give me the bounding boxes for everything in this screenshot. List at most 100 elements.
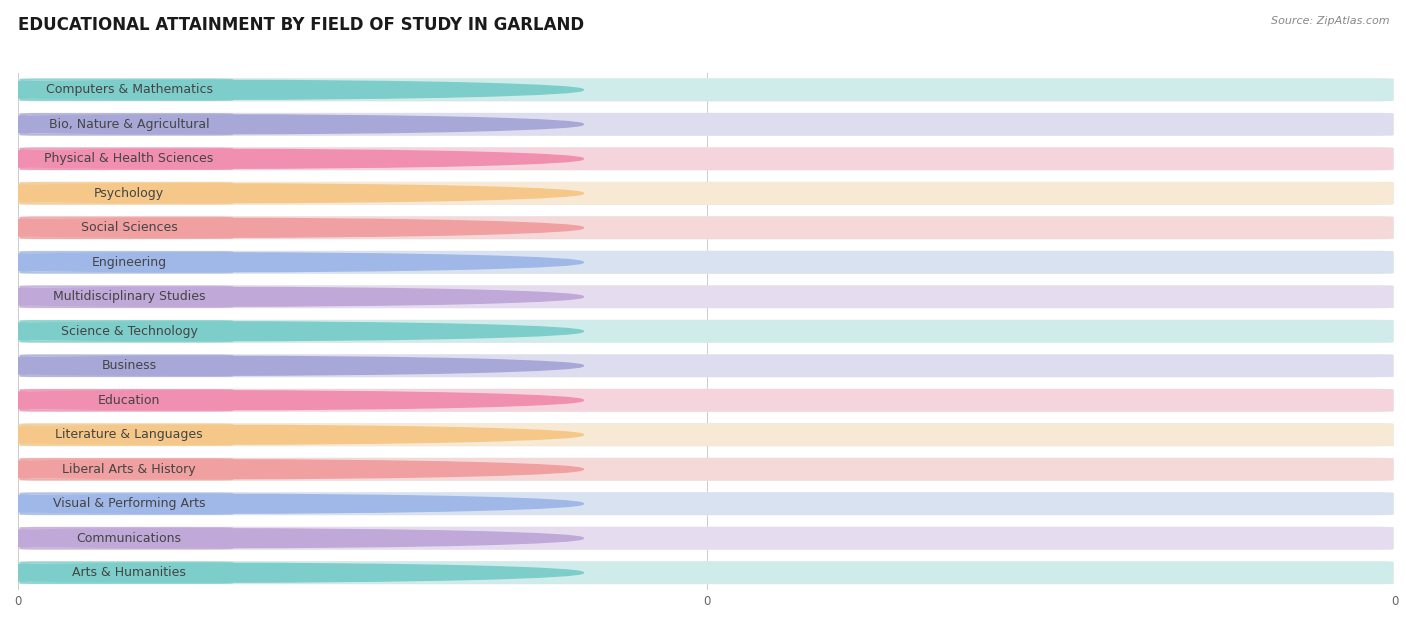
Text: 0: 0	[238, 395, 245, 405]
FancyBboxPatch shape	[20, 493, 233, 515]
FancyBboxPatch shape	[20, 113, 1393, 136]
Text: Education: Education	[98, 394, 160, 407]
Text: 0: 0	[238, 430, 245, 440]
FancyBboxPatch shape	[20, 423, 1393, 446]
Text: 0: 0	[238, 119, 245, 129]
FancyBboxPatch shape	[20, 216, 1393, 239]
Circle shape	[0, 529, 583, 548]
FancyBboxPatch shape	[20, 251, 233, 273]
Text: 0: 0	[238, 154, 245, 164]
Text: 0: 0	[238, 568, 245, 578]
Text: 0: 0	[238, 292, 245, 302]
Text: 0: 0	[238, 223, 245, 233]
FancyBboxPatch shape	[20, 320, 1393, 343]
Circle shape	[0, 460, 583, 479]
FancyBboxPatch shape	[27, 529, 232, 547]
Circle shape	[0, 322, 583, 341]
FancyBboxPatch shape	[20, 355, 233, 377]
FancyBboxPatch shape	[20, 113, 233, 136]
FancyBboxPatch shape	[20, 251, 1393, 273]
Circle shape	[0, 494, 583, 513]
FancyBboxPatch shape	[20, 493, 1393, 515]
Circle shape	[0, 150, 583, 168]
Text: 0: 0	[238, 188, 245, 198]
FancyBboxPatch shape	[20, 79, 233, 101]
FancyBboxPatch shape	[20, 148, 1393, 170]
FancyBboxPatch shape	[20, 423, 233, 446]
FancyBboxPatch shape	[27, 219, 232, 237]
FancyBboxPatch shape	[20, 355, 1393, 377]
FancyBboxPatch shape	[20, 182, 1393, 204]
Text: Communications: Communications	[76, 532, 181, 545]
FancyBboxPatch shape	[20, 79, 1393, 101]
FancyBboxPatch shape	[20, 286, 1393, 308]
Circle shape	[0, 357, 583, 375]
Text: Engineering: Engineering	[91, 256, 167, 269]
FancyBboxPatch shape	[20, 320, 1393, 343]
FancyBboxPatch shape	[27, 391, 232, 410]
FancyBboxPatch shape	[27, 150, 232, 168]
Text: 0: 0	[238, 326, 245, 336]
Text: 0: 0	[238, 257, 245, 268]
FancyBboxPatch shape	[27, 460, 232, 478]
FancyBboxPatch shape	[20, 458, 233, 480]
Circle shape	[0, 425, 583, 444]
Circle shape	[0, 115, 583, 134]
FancyBboxPatch shape	[20, 216, 233, 239]
FancyBboxPatch shape	[27, 563, 232, 582]
Circle shape	[0, 218, 583, 237]
FancyBboxPatch shape	[20, 389, 1393, 411]
Circle shape	[0, 287, 583, 306]
FancyBboxPatch shape	[20, 527, 1393, 550]
FancyBboxPatch shape	[20, 216, 1393, 239]
FancyBboxPatch shape	[20, 182, 233, 204]
FancyBboxPatch shape	[20, 527, 233, 550]
Text: Source: ZipAtlas.com: Source: ZipAtlas.com	[1271, 16, 1389, 26]
FancyBboxPatch shape	[27, 426, 232, 444]
Text: 0: 0	[238, 533, 245, 543]
Text: Visual & Performing Arts: Visual & Performing Arts	[53, 497, 205, 510]
FancyBboxPatch shape	[20, 320, 233, 343]
FancyBboxPatch shape	[20, 113, 1393, 136]
FancyBboxPatch shape	[20, 562, 1393, 584]
Text: Liberal Arts & History: Liberal Arts & History	[62, 463, 195, 476]
Text: Bio, Nature & Agricultural: Bio, Nature & Agricultural	[49, 118, 209, 131]
Text: Multidisciplinary Studies: Multidisciplinary Studies	[53, 290, 205, 304]
FancyBboxPatch shape	[20, 493, 1393, 515]
FancyBboxPatch shape	[20, 527, 1393, 550]
FancyBboxPatch shape	[20, 458, 1393, 480]
FancyBboxPatch shape	[20, 148, 233, 170]
FancyBboxPatch shape	[20, 251, 1393, 273]
FancyBboxPatch shape	[20, 389, 233, 411]
FancyBboxPatch shape	[20, 182, 1393, 204]
Text: Physical & Health Sciences: Physical & Health Sciences	[45, 152, 214, 165]
Text: Psychology: Psychology	[94, 187, 165, 200]
FancyBboxPatch shape	[20, 562, 233, 584]
FancyBboxPatch shape	[27, 322, 232, 340]
Text: Computers & Mathematics: Computers & Mathematics	[45, 83, 212, 97]
Text: EDUCATIONAL ATTAINMENT BY FIELD OF STUDY IN GARLAND: EDUCATIONAL ATTAINMENT BY FIELD OF STUDY…	[18, 16, 585, 34]
Text: Social Sciences: Social Sciences	[80, 221, 177, 234]
FancyBboxPatch shape	[27, 81, 232, 99]
Circle shape	[0, 253, 583, 272]
FancyBboxPatch shape	[20, 562, 1393, 584]
FancyBboxPatch shape	[20, 355, 1393, 377]
FancyBboxPatch shape	[27, 115, 232, 133]
FancyBboxPatch shape	[20, 79, 1393, 101]
Circle shape	[0, 184, 583, 203]
Text: 0: 0	[238, 361, 245, 371]
Text: Literature & Languages: Literature & Languages	[55, 428, 202, 441]
Text: Science & Technology: Science & Technology	[60, 325, 197, 338]
FancyBboxPatch shape	[27, 495, 232, 513]
Text: Business: Business	[101, 359, 156, 372]
FancyBboxPatch shape	[20, 423, 1393, 446]
FancyBboxPatch shape	[20, 458, 1393, 480]
Text: 0: 0	[238, 85, 245, 95]
FancyBboxPatch shape	[20, 286, 1393, 308]
FancyBboxPatch shape	[27, 253, 232, 271]
Text: 0: 0	[238, 464, 245, 475]
FancyBboxPatch shape	[27, 184, 232, 203]
FancyBboxPatch shape	[27, 288, 232, 306]
Text: Arts & Humanities: Arts & Humanities	[72, 566, 186, 579]
Circle shape	[0, 391, 583, 410]
